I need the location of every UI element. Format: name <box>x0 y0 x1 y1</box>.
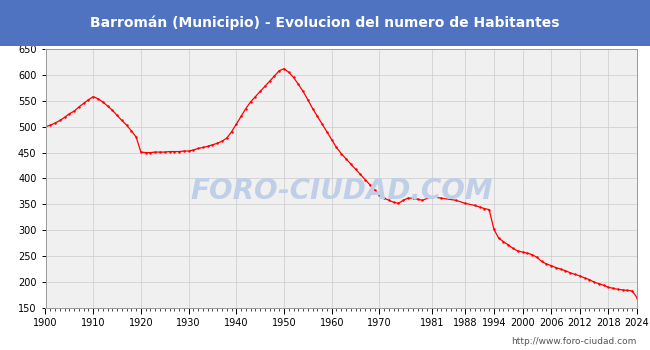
Text: http://www.foro-ciudad.com: http://www.foro-ciudad.com <box>512 337 637 346</box>
Text: Barromán (Municipio) - Evolucion del numero de Habitantes: Barromán (Municipio) - Evolucion del num… <box>90 15 560 30</box>
Text: FORO-CIUDAD.COM: FORO-CIUDAD.COM <box>190 177 493 205</box>
